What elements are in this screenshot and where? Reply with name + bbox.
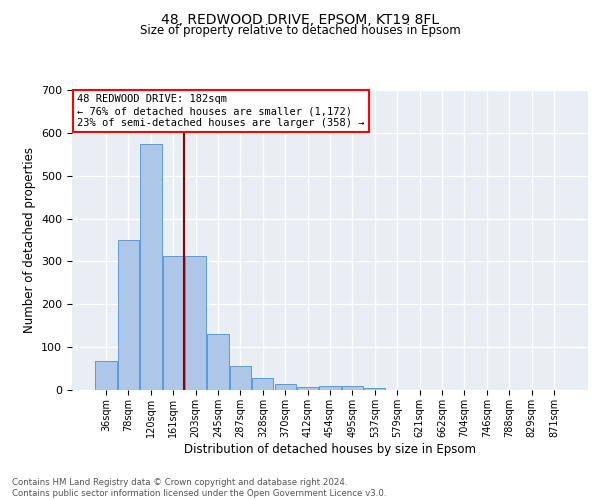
- Bar: [275, 384, 296, 390]
- Bar: [163, 256, 184, 390]
- Bar: [208, 334, 229, 390]
- Y-axis label: Number of detached properties: Number of detached properties: [23, 147, 35, 333]
- Text: Size of property relative to detached houses in Epsom: Size of property relative to detached ho…: [140, 24, 460, 37]
- Bar: [319, 386, 341, 390]
- Text: 48, REDWOOD DRIVE, EPSOM, KT19 8FL: 48, REDWOOD DRIVE, EPSOM, KT19 8FL: [161, 12, 439, 26]
- Bar: [364, 388, 385, 390]
- Text: Distribution of detached houses by size in Epsom: Distribution of detached houses by size …: [184, 442, 476, 456]
- Bar: [95, 361, 117, 390]
- Bar: [230, 366, 251, 390]
- Bar: [118, 240, 139, 390]
- Text: Contains HM Land Registry data © Crown copyright and database right 2024.
Contai: Contains HM Land Registry data © Crown c…: [12, 478, 386, 498]
- Bar: [140, 144, 161, 390]
- Bar: [297, 386, 318, 390]
- Bar: [252, 378, 274, 390]
- Text: 48 REDWOOD DRIVE: 182sqm
← 76% of detached houses are smaller (1,172)
23% of sem: 48 REDWOOD DRIVE: 182sqm ← 76% of detach…: [77, 94, 365, 128]
- Bar: [342, 386, 363, 390]
- Bar: [185, 256, 206, 390]
